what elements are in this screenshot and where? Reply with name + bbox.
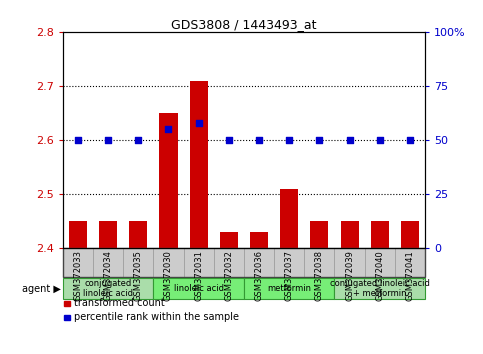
Text: transformed count: transformed count <box>74 298 165 308</box>
Bar <box>189 81 208 249</box>
Text: GSM372034: GSM372034 <box>103 250 113 301</box>
Point <box>74 137 82 143</box>
Bar <box>401 221 419 249</box>
Bar <box>274 249 304 276</box>
Bar <box>93 249 123 276</box>
Text: GSM372039: GSM372039 <box>345 250 354 301</box>
Text: GSM372030: GSM372030 <box>164 250 173 301</box>
Bar <box>129 221 147 249</box>
Text: GSM372038: GSM372038 <box>315 250 324 301</box>
Bar <box>184 249 213 276</box>
Bar <box>250 232 268 249</box>
Bar <box>64 301 70 306</box>
Text: metformin: metformin <box>267 284 311 293</box>
Point <box>346 137 354 143</box>
Bar <box>341 221 358 249</box>
Text: GSM372035: GSM372035 <box>134 250 143 301</box>
Text: conjugated
linoleic acid: conjugated linoleic acid <box>83 279 133 298</box>
Text: GSM372032: GSM372032 <box>224 250 233 301</box>
Bar <box>159 113 178 249</box>
Bar <box>63 249 425 276</box>
Text: GSM372041: GSM372041 <box>405 250 414 301</box>
Bar <box>63 278 154 299</box>
Bar <box>280 189 298 249</box>
Point <box>285 137 293 143</box>
Title: GDS3808 / 1443493_at: GDS3808 / 1443493_at <box>171 18 317 31</box>
Bar <box>311 221 328 249</box>
Bar <box>365 249 395 276</box>
Bar <box>244 278 334 299</box>
Text: GSM372040: GSM372040 <box>375 250 384 301</box>
Point <box>315 137 323 143</box>
Point <box>165 126 172 132</box>
Point <box>134 137 142 143</box>
Bar <box>220 232 238 249</box>
Text: agent ▶: agent ▶ <box>22 284 61 293</box>
Bar <box>304 249 334 276</box>
Bar <box>154 278 244 299</box>
Point <box>406 137 414 143</box>
Point <box>104 137 112 143</box>
Bar <box>334 278 425 299</box>
Text: GSM372037: GSM372037 <box>284 250 294 301</box>
Bar <box>371 221 389 249</box>
Bar <box>64 315 70 320</box>
Point <box>195 120 202 126</box>
Bar <box>244 249 274 276</box>
Bar <box>395 249 425 276</box>
Text: GSM372036: GSM372036 <box>255 250 264 301</box>
Point <box>255 137 263 143</box>
Text: linoleic acid: linoleic acid <box>173 284 224 293</box>
Point <box>376 137 384 143</box>
Bar <box>213 249 244 276</box>
Bar <box>154 249 184 276</box>
Bar <box>123 249 154 276</box>
Bar <box>63 249 93 276</box>
Text: percentile rank within the sample: percentile rank within the sample <box>74 312 239 322</box>
Text: GSM372031: GSM372031 <box>194 250 203 301</box>
Text: GSM372033: GSM372033 <box>73 250 83 301</box>
Bar <box>334 249 365 276</box>
Point <box>225 137 233 143</box>
Text: conjugated linoleic acid
+ metformin: conjugated linoleic acid + metformin <box>330 279 430 298</box>
Bar <box>99 221 117 249</box>
Bar <box>69 221 87 249</box>
